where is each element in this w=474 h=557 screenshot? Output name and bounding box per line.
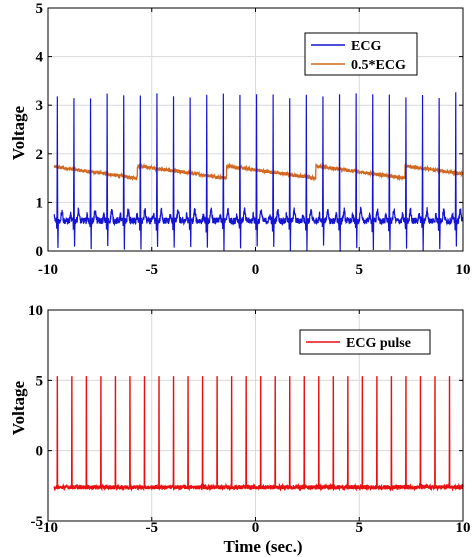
x-tick-label: -10	[38, 262, 58, 278]
x-tick-label: -10	[38, 520, 58, 536]
legend-entry: 0.5*ECG	[351, 58, 406, 73]
legend-box	[304, 32, 418, 76]
series-ecg-line	[53, 92, 464, 252]
top-ticks: -10 -5 0 5 10 0 1 2 3 4 5	[36, 1, 471, 278]
x-tick-label: 10	[456, 262, 471, 278]
y-tick-label: 5	[36, 1, 44, 17]
bottom-series	[53, 376, 464, 492]
y-tick-label: 4	[36, 50, 44, 66]
legend-entry: ECG	[351, 39, 381, 54]
y-tick-label: 1	[36, 195, 44, 211]
y-tick-label: 2	[36, 147, 44, 163]
y-tick-label: 0	[36, 444, 44, 460]
bottom-y-axis-label: Voltage	[9, 380, 28, 435]
y-tick-label: 0	[36, 244, 44, 260]
series-half-ecg-line	[53, 161, 464, 183]
x-axis-label: Time (sec.)	[224, 537, 303, 556]
x-tick-label: 10	[456, 520, 471, 536]
ecg-voltage-panel: -10 -5 0 5 10 0 1 2 3 4 5 Voltage ECG 0.5*ECG	[9, 1, 471, 278]
x-tick-label: 5	[356, 520, 364, 536]
bottom-legend: ECG pulse	[299, 329, 431, 355]
series-ecg-pulse-line	[53, 376, 464, 492]
x-tick-label: -5	[146, 262, 159, 278]
y-tick-label: -5	[31, 514, 44, 530]
legend-entry: ECG pulse	[346, 336, 411, 351]
x-tick-label: 0	[252, 262, 260, 278]
x-tick-label: 0	[252, 520, 260, 536]
y-tick-label: 3	[36, 98, 44, 114]
y-tick-label: 10	[28, 303, 43, 319]
top-series	[53, 92, 464, 252]
top-y-axis-label: Voltage	[9, 105, 28, 160]
y-tick-label: 5	[36, 373, 44, 389]
top-legend: ECG 0.5*ECG	[304, 32, 418, 76]
x-tick-label: -5	[146, 520, 159, 536]
x-tick-label: 5	[356, 262, 364, 278]
